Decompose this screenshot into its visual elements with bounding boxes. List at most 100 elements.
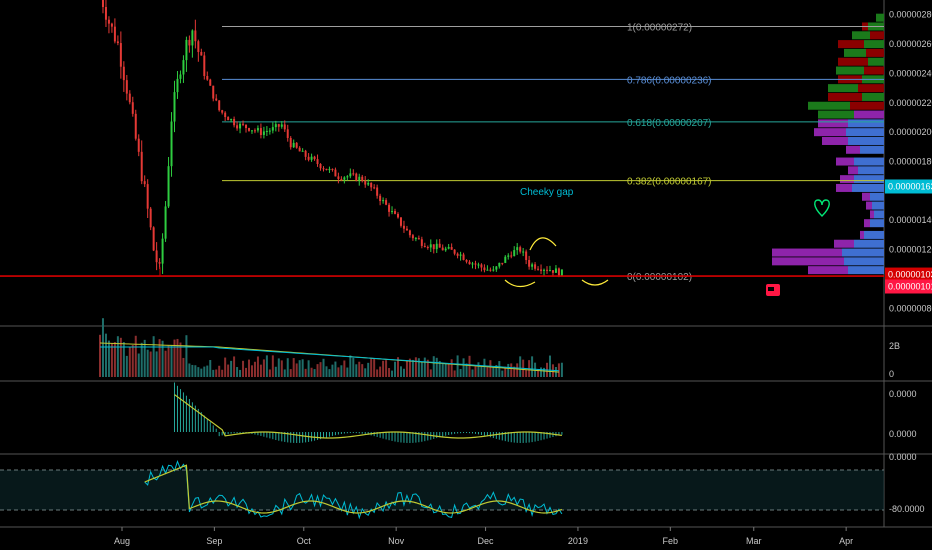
- candle-body: [417, 238, 420, 240]
- annotation-text: Cheeky gap: [520, 187, 574, 198]
- volume-bar: [143, 339, 146, 377]
- price-tick-label: 0.00000260: [889, 39, 932, 49]
- candle-body: [215, 98, 218, 101]
- candle-body: [110, 23, 113, 27]
- profile-bar: [834, 239, 854, 248]
- time-tick-label: Mar: [746, 536, 762, 546]
- candle-body: [543, 269, 546, 271]
- price-tick-label: 0.00000220: [889, 98, 932, 108]
- volume-bar: [319, 362, 322, 377]
- ambulance-window-icon: [768, 287, 774, 291]
- candle-body: [411, 235, 414, 239]
- profile-bar: [814, 128, 846, 137]
- profile-bar: [864, 40, 884, 49]
- volume-bar: [245, 367, 248, 377]
- volume-bar: [489, 360, 492, 377]
- profile-bar: [860, 145, 884, 154]
- volume-bar: [209, 360, 212, 377]
- volume-bar: [453, 370, 456, 377]
- volume-bar: [131, 345, 134, 377]
- volume-bar: [504, 366, 507, 377]
- candle-body: [224, 112, 227, 118]
- volume-bar: [167, 345, 170, 377]
- candle-body: [456, 253, 459, 256]
- price-tag: [885, 267, 932, 282]
- candle-body: [370, 182, 373, 188]
- candle-body: [265, 131, 268, 133]
- candle-body: [531, 264, 534, 267]
- volume-bar: [340, 365, 343, 377]
- rsi-signal-line: [144, 464, 563, 514]
- volume-bar: [525, 370, 528, 377]
- profile-bar: [818, 110, 854, 119]
- volume-bar: [385, 360, 388, 377]
- price-tick-label: 0.00000280: [889, 10, 932, 20]
- volume-bar: [471, 369, 474, 377]
- volume-bar: [492, 367, 495, 377]
- smile-right: [581, 279, 609, 286]
- volume-bar: [477, 362, 480, 377]
- candle-body: [373, 187, 376, 189]
- profile-bar: [870, 31, 884, 40]
- volume-bar: [200, 368, 203, 377]
- volume-bar: [557, 363, 560, 377]
- candle-body: [331, 168, 334, 170]
- volume-bar: [179, 342, 182, 377]
- candle-body: [128, 93, 131, 103]
- volume-bar: [405, 360, 408, 377]
- candle-body: [459, 254, 462, 256]
- volume-bar: [230, 360, 233, 377]
- profile-bar: [874, 210, 884, 219]
- candle-body: [125, 80, 128, 94]
- candle-body: [134, 113, 137, 139]
- candle-body: [340, 178, 343, 180]
- candle-body: [119, 43, 122, 67]
- candle-body: [104, 7, 107, 20]
- volume-bar: [328, 369, 331, 377]
- volume-bar: [259, 364, 262, 377]
- candle-body: [203, 55, 206, 76]
- volume-bar: [543, 367, 546, 377]
- volume-bar: [191, 364, 194, 377]
- volume-bar: [298, 360, 301, 377]
- volume-bar: [262, 359, 265, 377]
- profile-bar: [846, 128, 884, 137]
- candle-body: [525, 251, 528, 261]
- profile-bar: [822, 136, 848, 145]
- candle-body: [450, 247, 453, 250]
- candle-body: [420, 239, 423, 246]
- candle-body: [534, 264, 537, 269]
- profile-bar: [848, 166, 858, 175]
- volume-bar: [486, 367, 489, 377]
- candle-body: [379, 195, 382, 201]
- profile-bar: [860, 230, 864, 239]
- candle-body: [268, 130, 271, 132]
- volume-bar: [161, 340, 164, 377]
- profile-bar: [836, 66, 864, 75]
- profile-bar: [854, 175, 884, 184]
- volume-bar: [447, 363, 450, 377]
- profile-bar: [858, 84, 884, 93]
- candle-body: [194, 30, 197, 42]
- volume-bar: [367, 362, 370, 377]
- candle-body: [131, 102, 134, 114]
- profile-bar: [866, 201, 872, 210]
- pane-separators: [0, 0, 932, 528]
- indicator-tick-label: 0.0000: [889, 389, 917, 399]
- candle-body: [158, 262, 161, 264]
- candle-body: [548, 270, 551, 272]
- candle-body: [519, 247, 522, 252]
- candle-body: [337, 176, 340, 179]
- candle-body: [510, 255, 513, 257]
- candle-body: [402, 225, 405, 229]
- volume-bar: [444, 363, 447, 377]
- candle-body: [140, 151, 143, 182]
- price-tag: [885, 179, 932, 194]
- volume-bar: [265, 355, 268, 377]
- volume-bar: [429, 369, 432, 377]
- candle-body: [313, 156, 316, 160]
- volume-bar: [450, 359, 453, 377]
- profile-bar: [836, 183, 852, 192]
- candle-body: [432, 244, 435, 250]
